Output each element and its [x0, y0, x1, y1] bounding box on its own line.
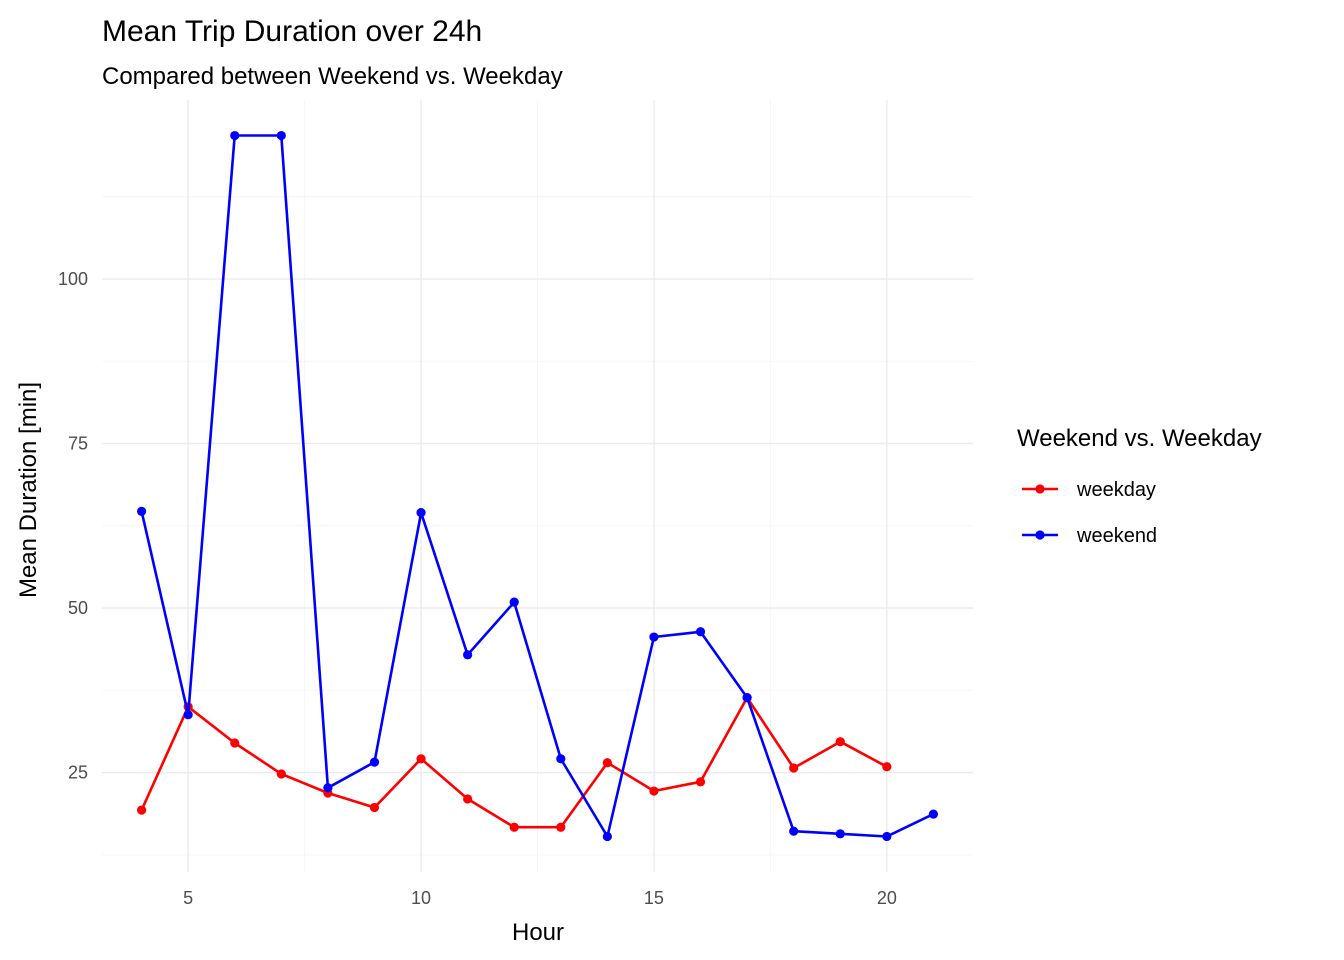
weekday-point: [369, 802, 380, 813]
y-axis-ticks: 25 50 75 100: [58, 269, 88, 783]
x-tick-label: 15: [644, 888, 664, 908]
weekend-point: [416, 508, 426, 518]
weekend-point: [230, 130, 240, 141]
weekday-point: [602, 758, 612, 768]
legend-key-point: [1035, 530, 1045, 540]
legend: Weekend vs. Weekday weekday weekend: [1017, 425, 1262, 547]
weekend-point: [136, 506, 147, 516]
legend-item-weekend: weekend: [1022, 525, 1157, 547]
y-tick-label: 100: [58, 269, 88, 289]
chart-subtitle: Compared between Weekend vs. Weekday: [102, 63, 563, 90]
weekday-point: [416, 754, 426, 764]
weekend-point: [695, 627, 706, 637]
series-layer: [136, 130, 939, 842]
minor-gridlines: [102, 100, 973, 872]
weekday-point: [882, 762, 892, 772]
x-axis-ticks: 5 10 15 20: [183, 888, 897, 908]
weekend-line: [140, 134, 934, 838]
x-axis-title: Hour: [512, 919, 564, 946]
x-tick-label: 10: [411, 888, 431, 908]
chart-title: Mean Trip Duration over 24h: [102, 15, 482, 48]
weekday-point: [230, 738, 240, 748]
weekday-point: [695, 777, 706, 787]
y-tick-label: 50: [68, 598, 88, 618]
weekday-point: [649, 786, 659, 796]
weekday-line: [140, 696, 888, 829]
weekday-point: [136, 805, 147, 815]
weekday-point: [276, 769, 286, 779]
legend-label: weekend: [1076, 525, 1157, 547]
weekend-point: [742, 692, 752, 703]
weekday-point: [789, 763, 799, 773]
major-gridlines: [102, 100, 973, 872]
weekday-point: [556, 822, 566, 832]
weekend-point: [789, 826, 799, 836]
weekend-point: [928, 809, 939, 819]
x-tick-label: 20: [877, 888, 897, 908]
weekend-point: [323, 783, 333, 793]
series-weekday: [136, 692, 892, 832]
weekday-point: [835, 737, 845, 747]
legend-items: weekday weekend: [1022, 479, 1157, 547]
y-tick-label: 75: [68, 434, 88, 454]
weekend-point: [602, 831, 612, 842]
legend-label: weekday: [1076, 479, 1156, 501]
weekend-point: [463, 650, 473, 660]
weekend-point: [556, 754, 566, 764]
x-tick-label: 5: [183, 888, 193, 908]
weekday-point: [509, 822, 519, 832]
weekend-point: [882, 831, 892, 842]
y-tick-label: 25: [68, 763, 88, 783]
weekend-point: [276, 130, 286, 141]
weekend-point: [183, 710, 193, 720]
y-axis-title: Mean Duration [min]: [15, 382, 42, 598]
weekday-point: [463, 794, 473, 804]
weekend-point: [509, 597, 519, 607]
legend-item-weekday: weekday: [1022, 479, 1156, 501]
weekend-point: [835, 829, 845, 839]
legend-title: Weekend vs. Weekday: [1017, 425, 1262, 452]
weekend-point: [369, 757, 380, 767]
weekend-point: [649, 632, 659, 642]
series-weekend: [136, 130, 939, 842]
legend-key-point: [1035, 484, 1045, 494]
